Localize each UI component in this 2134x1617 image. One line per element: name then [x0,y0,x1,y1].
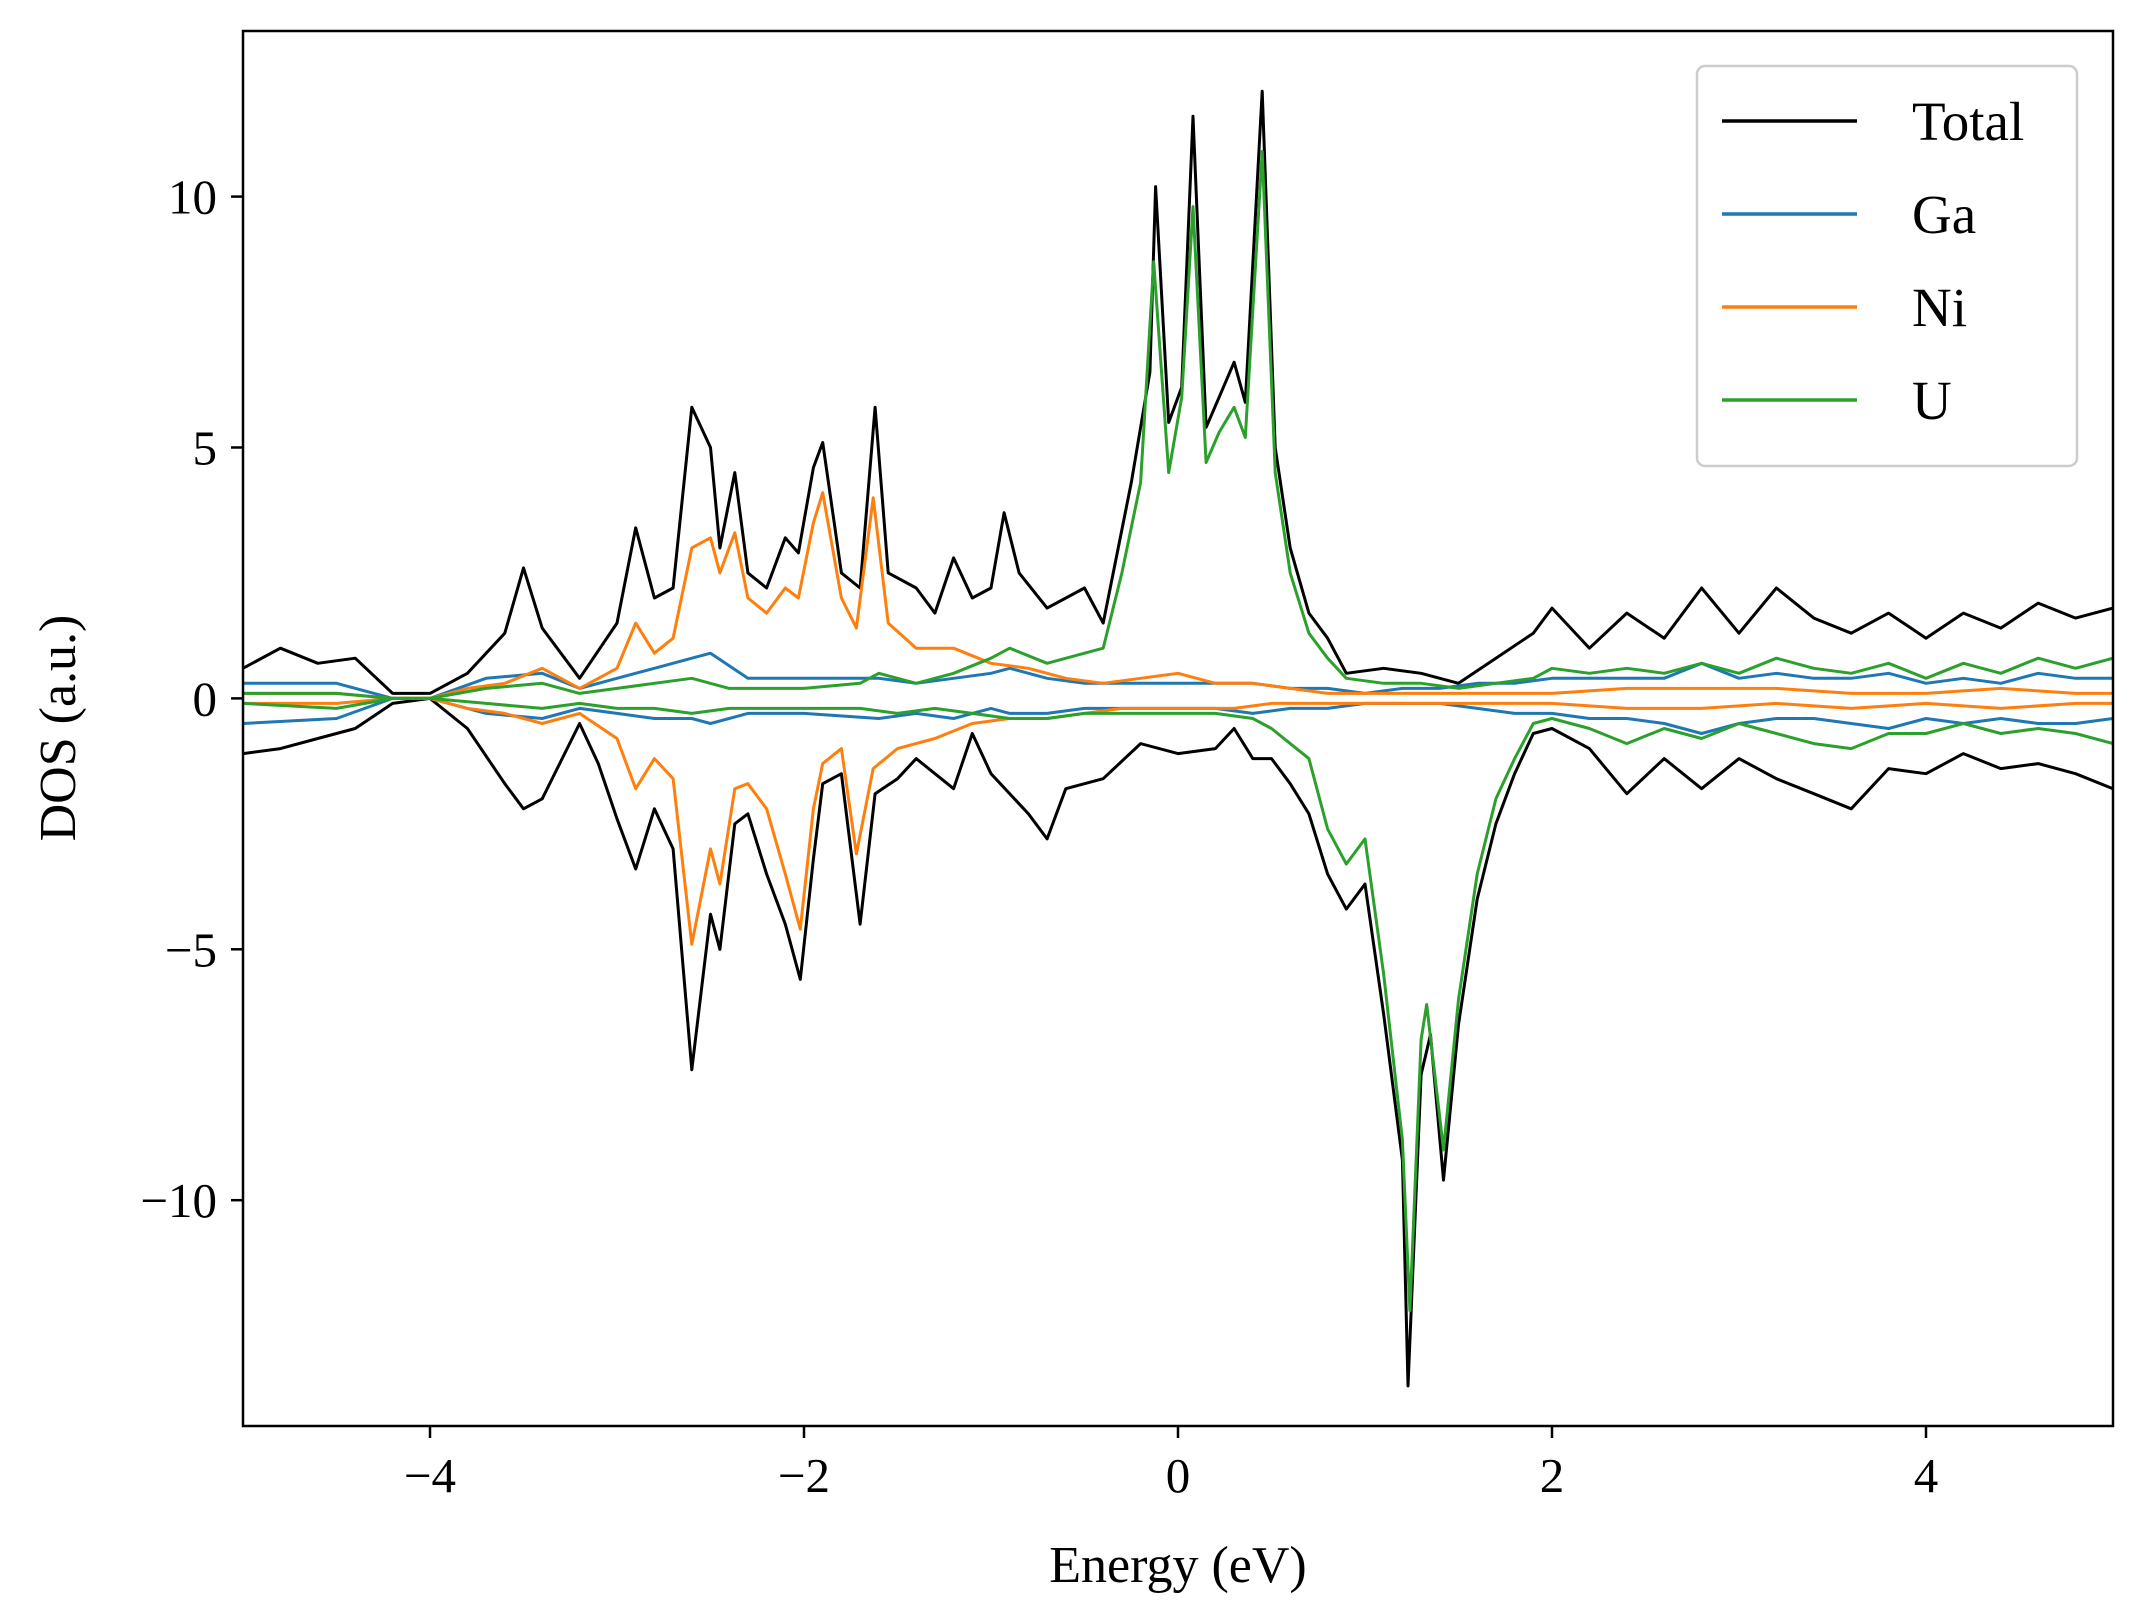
y-tick-label: −5 [165,922,217,977]
x-axis: −4 −2 0 2 4 [404,1426,1938,1503]
legend-label-total: Total [1912,91,2024,152]
legend: Total Ga Ni U [1695,64,2079,468]
series-line-ga-down [243,696,2113,735]
x-tick-label: 0 [1166,1448,1191,1503]
y-tick-label: 10 [168,170,217,225]
legend-box [1695,64,2079,468]
legend-label-ga: Ga [1912,184,1976,245]
series-line-total-down [243,696,2113,1388]
y-tick-label: 0 [193,671,218,726]
x-tick-label: −2 [778,1448,830,1503]
y-axis: −10 −5 0 5 10 [140,170,243,1228]
series-layer [243,89,2113,1388]
legend-label-ni: Ni [1912,277,1967,338]
y-tick-label: −10 [140,1173,217,1228]
series-line-total-up [243,89,2113,695]
series-line-ni-up [243,491,2113,700]
x-tick-label: 2 [1540,1448,1565,1503]
y-axis-label: DOS (a.u.) [30,615,87,842]
x-tick-label: 4 [1914,1448,1939,1503]
y-tick-label: 5 [193,420,218,475]
x-axis-label: Energy (eV) [1049,1537,1307,1594]
series-line-u-down [243,696,2113,1313]
legend-label-u: U [1912,370,1952,431]
series-line-u-up [243,149,2113,700]
x-tick-label: −4 [404,1448,456,1503]
series-line-ni-down [243,696,2113,946]
